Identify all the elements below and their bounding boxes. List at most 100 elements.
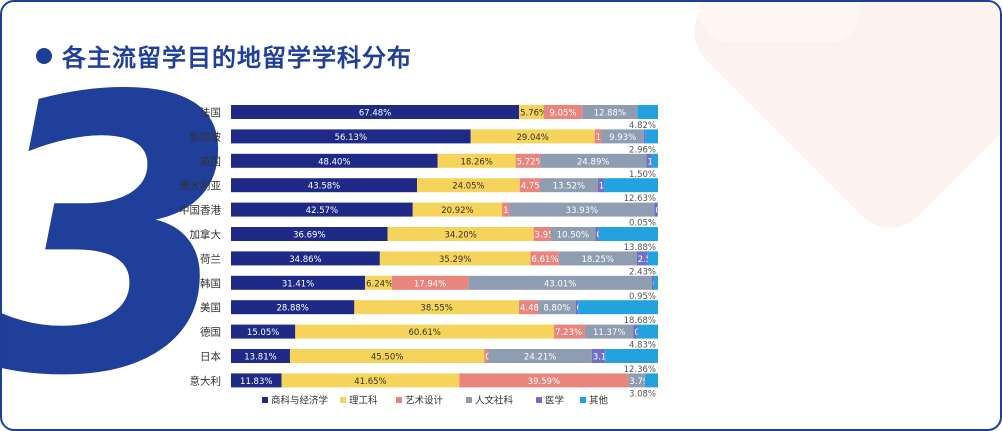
- category-label: 新加坡: [190, 130, 222, 143]
- category-label: 英国: [200, 155, 221, 168]
- data-label: 24.05%: [452, 182, 484, 192]
- bar-segment: [540, 153, 647, 168]
- data-label: 0.46%: [653, 279, 680, 289]
- data-label: 38.55%: [420, 304, 452, 314]
- bar-segment: [533, 227, 551, 241]
- bar-segment: [598, 227, 658, 241]
- data-label: 35.29%: [439, 255, 471, 265]
- bar-segment: [289, 349, 485, 363]
- data-label: 7.23%: [555, 328, 582, 338]
- data-label: 5.76%: [520, 109, 547, 119]
- bar-segment: [488, 349, 592, 363]
- data-label: 13.52%: [553, 182, 585, 192]
- data-label: 0.95%: [629, 292, 656, 302]
- bar-segment: [412, 202, 503, 217]
- category-label: 韩国: [200, 277, 221, 290]
- bar-segment: [231, 129, 471, 144]
- bar-segment: [281, 373, 460, 388]
- bar-segment: [519, 105, 544, 119]
- category-label: 日本: [200, 350, 221, 363]
- data-label: 18.25%: [582, 255, 614, 265]
- data-label: 45.50%: [371, 353, 403, 363]
- bar-segment: [468, 275, 652, 290]
- data-label: 11.37%: [593, 328, 625, 338]
- bar-segment: [644, 373, 658, 388]
- bar-segment: [484, 349, 489, 363]
- legend-swatch: [466, 397, 472, 403]
- data-label: 0.06%: [646, 377, 673, 387]
- bar-segment: [584, 324, 634, 339]
- data-label: 6.61%: [532, 255, 559, 265]
- data-label: 42.57%: [306, 206, 338, 216]
- legend-swatch: [262, 397, 268, 403]
- bar-segment: [231, 251, 380, 266]
- bar-segment: [509, 202, 655, 217]
- data-label: 43.58%: [308, 182, 340, 192]
- bar-segment: [354, 300, 519, 315]
- bar-segment: [231, 202, 413, 217]
- bar-segment: [231, 153, 438, 168]
- category-label: 加拿大: [190, 228, 222, 241]
- data-label: 18.68%: [624, 316, 656, 326]
- data-label: 43.01%: [544, 279, 576, 289]
- legend-label: 商科与经济学: [271, 395, 328, 407]
- bar-segment: [637, 105, 658, 119]
- legend-label: 其他: [589, 395, 609, 407]
- bar-segment: [231, 300, 355, 315]
- bar-segment: [647, 251, 658, 266]
- bar-segment: [391, 275, 469, 290]
- bar-segment: [628, 373, 645, 388]
- bar-segment: [231, 178, 418, 193]
- bar-segment: [231, 324, 296, 339]
- category-label: 意大利: [190, 374, 222, 387]
- bar-segment: [651, 153, 658, 168]
- data-label: 6.24%: [366, 279, 393, 289]
- data-label: 39.59%: [528, 377, 560, 387]
- bar-segment: [543, 105, 583, 119]
- bar-segment: [633, 324, 638, 339]
- data-label: 24.21%: [524, 353, 556, 363]
- category-label: 中国香港: [179, 204, 221, 217]
- data-label: 8.80%: [543, 304, 570, 314]
- data-label: 34.86%: [289, 255, 321, 265]
- bar-segment: [645, 129, 658, 144]
- bar-segment: [654, 202, 658, 217]
- bar-segment: [591, 349, 606, 363]
- data-label: 4.48%: [520, 304, 547, 314]
- bar-segment: [540, 178, 598, 193]
- data-label: 13.88%: [624, 243, 656, 253]
- data-label: 34.20%: [444, 231, 476, 241]
- data-label: 2.96%: [629, 145, 656, 155]
- data-label: 12.63%: [624, 194, 656, 204]
- bar-segment: [594, 129, 602, 144]
- data-label: 12.36%: [624, 365, 656, 375]
- bar-segment: [515, 153, 541, 168]
- bar-segment: [379, 251, 531, 266]
- legend-label: 人文社科: [475, 395, 514, 407]
- data-label: 31.41%: [282, 279, 314, 289]
- data-label: 0.81%: [655, 206, 682, 216]
- category-label: 美国: [200, 301, 221, 314]
- data-label: 20.92%: [441, 206, 473, 216]
- legend-swatch: [396, 397, 402, 403]
- bar-segment: [470, 129, 595, 144]
- legend-swatch: [580, 397, 586, 403]
- data-label: 36.69%: [293, 231, 325, 241]
- bar-segment: [295, 324, 555, 339]
- bar-segment: [437, 153, 516, 168]
- bar-segment: [597, 178, 605, 193]
- data-label: 2.43%: [629, 267, 656, 277]
- data-label: 3.08%: [629, 389, 656, 399]
- legend-swatch: [536, 397, 542, 403]
- data-label: 0.05%: [629, 219, 656, 229]
- bullet-icon: [36, 47, 52, 64]
- data-label: 4.83%: [629, 341, 656, 351]
- bar-segment: [502, 202, 510, 217]
- data-label: 56.13%: [335, 133, 367, 143]
- data-label: 3.79%: [629, 377, 656, 387]
- bar-segment: [575, 300, 579, 315]
- bar-segment: [518, 300, 539, 315]
- data-label: 9.05%: [550, 109, 577, 119]
- bar-segment: [605, 349, 658, 363]
- data-label: 15.05%: [247, 328, 279, 338]
